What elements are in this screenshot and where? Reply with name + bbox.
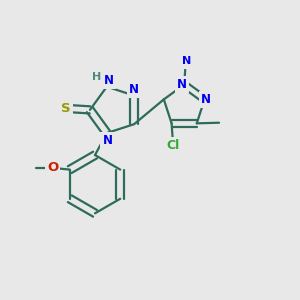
Text: N: N: [201, 93, 211, 106]
Text: N: N: [177, 78, 187, 91]
Text: O: O: [47, 161, 58, 174]
Text: N: N: [104, 74, 114, 87]
Text: H: H: [92, 72, 102, 82]
Text: N: N: [182, 56, 191, 66]
Text: S: S: [61, 102, 70, 115]
Text: N: N: [102, 134, 112, 147]
Text: Cl: Cl: [167, 139, 180, 152]
Text: N: N: [129, 82, 139, 95]
